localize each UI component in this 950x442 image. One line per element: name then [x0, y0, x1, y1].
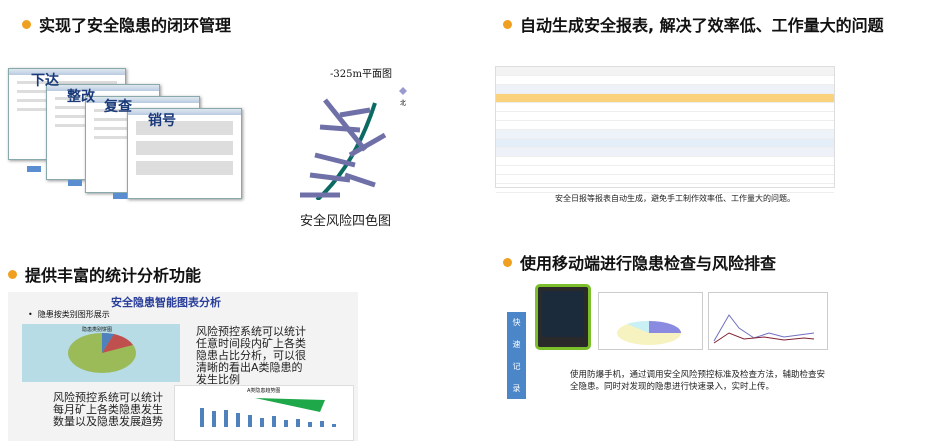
pie-description: 风险预控系统可以统计任意时间段内矿上各类隐患占比分析，可以很清晰的看出A类隐患的…	[196, 325, 306, 386]
window-close	[127, 108, 242, 199]
stats-bullet: • 隐患按类别图形展示	[28, 310, 110, 319]
section-title-report: 自动生成安全报表, 解决了效率低、工作量大的问题	[503, 12, 884, 36]
pie-slice	[102, 332, 114, 353]
report-table	[495, 66, 835, 193]
section-title-mobile: 使用移动端进行隐患检查与风险排查	[503, 250, 776, 274]
bullet-icon	[22, 19, 31, 29]
stats-panel: 安全隐患智能图表分析 • 隐患按类别图形展示 隐患类别饼图 风险预控系统可以统计…	[8, 292, 358, 441]
pie-chart: 隐患类别饼图	[22, 324, 180, 382]
section-title-stats: 提供丰富的统计分析功能	[8, 262, 201, 286]
mobile-pie-chart	[598, 292, 703, 350]
explosion-proof-phone	[535, 284, 591, 350]
arrow-icon	[27, 166, 41, 172]
bar-chart: A类隐患趋势图	[174, 385, 354, 441]
trend-description: 风险预控系统可以统计每月矿上各类隐患发生数量以及隐患发展趋势	[53, 391, 163, 428]
risk-map: 北	[300, 87, 407, 200]
bars	[200, 408, 336, 427]
step-label: 整改	[67, 89, 95, 105]
table-row-selected	[496, 94, 834, 103]
quick-record-label: 快速记录	[507, 312, 526, 399]
svg-text:北: 北	[400, 99, 406, 107]
section-title-closed-loop: 实现了安全隐患的闭环管理	[22, 12, 231, 36]
mobile-description: 使用防爆手机，通过调用安全风险预控标准及检查方法，辅助检查安全隐患。同时对发现的…	[570, 370, 826, 392]
stats-panel-title: 安全隐患智能图表分析	[111, 296, 221, 309]
map-caption: 安全风险四色图	[300, 214, 392, 229]
bullet-icon	[503, 257, 512, 267]
arrow-icon	[68, 180, 82, 186]
map-title: -325m平面图	[330, 69, 392, 80]
compass-icon	[399, 87, 407, 95]
step-label: 复查	[104, 99, 132, 115]
bullet-icon	[503, 19, 512, 29]
arrow-icon	[113, 193, 127, 199]
step-label: 销号	[148, 113, 176, 129]
trend-area	[255, 398, 325, 412]
bullet-icon	[8, 269, 17, 279]
mobile-line-chart	[708, 292, 828, 350]
step-label: 下达	[31, 73, 59, 89]
pie-slice	[102, 334, 133, 353]
report-caption: 安全日报等报表自动生成，避免手工制作效率低、工作量大的问题。	[555, 194, 795, 203]
